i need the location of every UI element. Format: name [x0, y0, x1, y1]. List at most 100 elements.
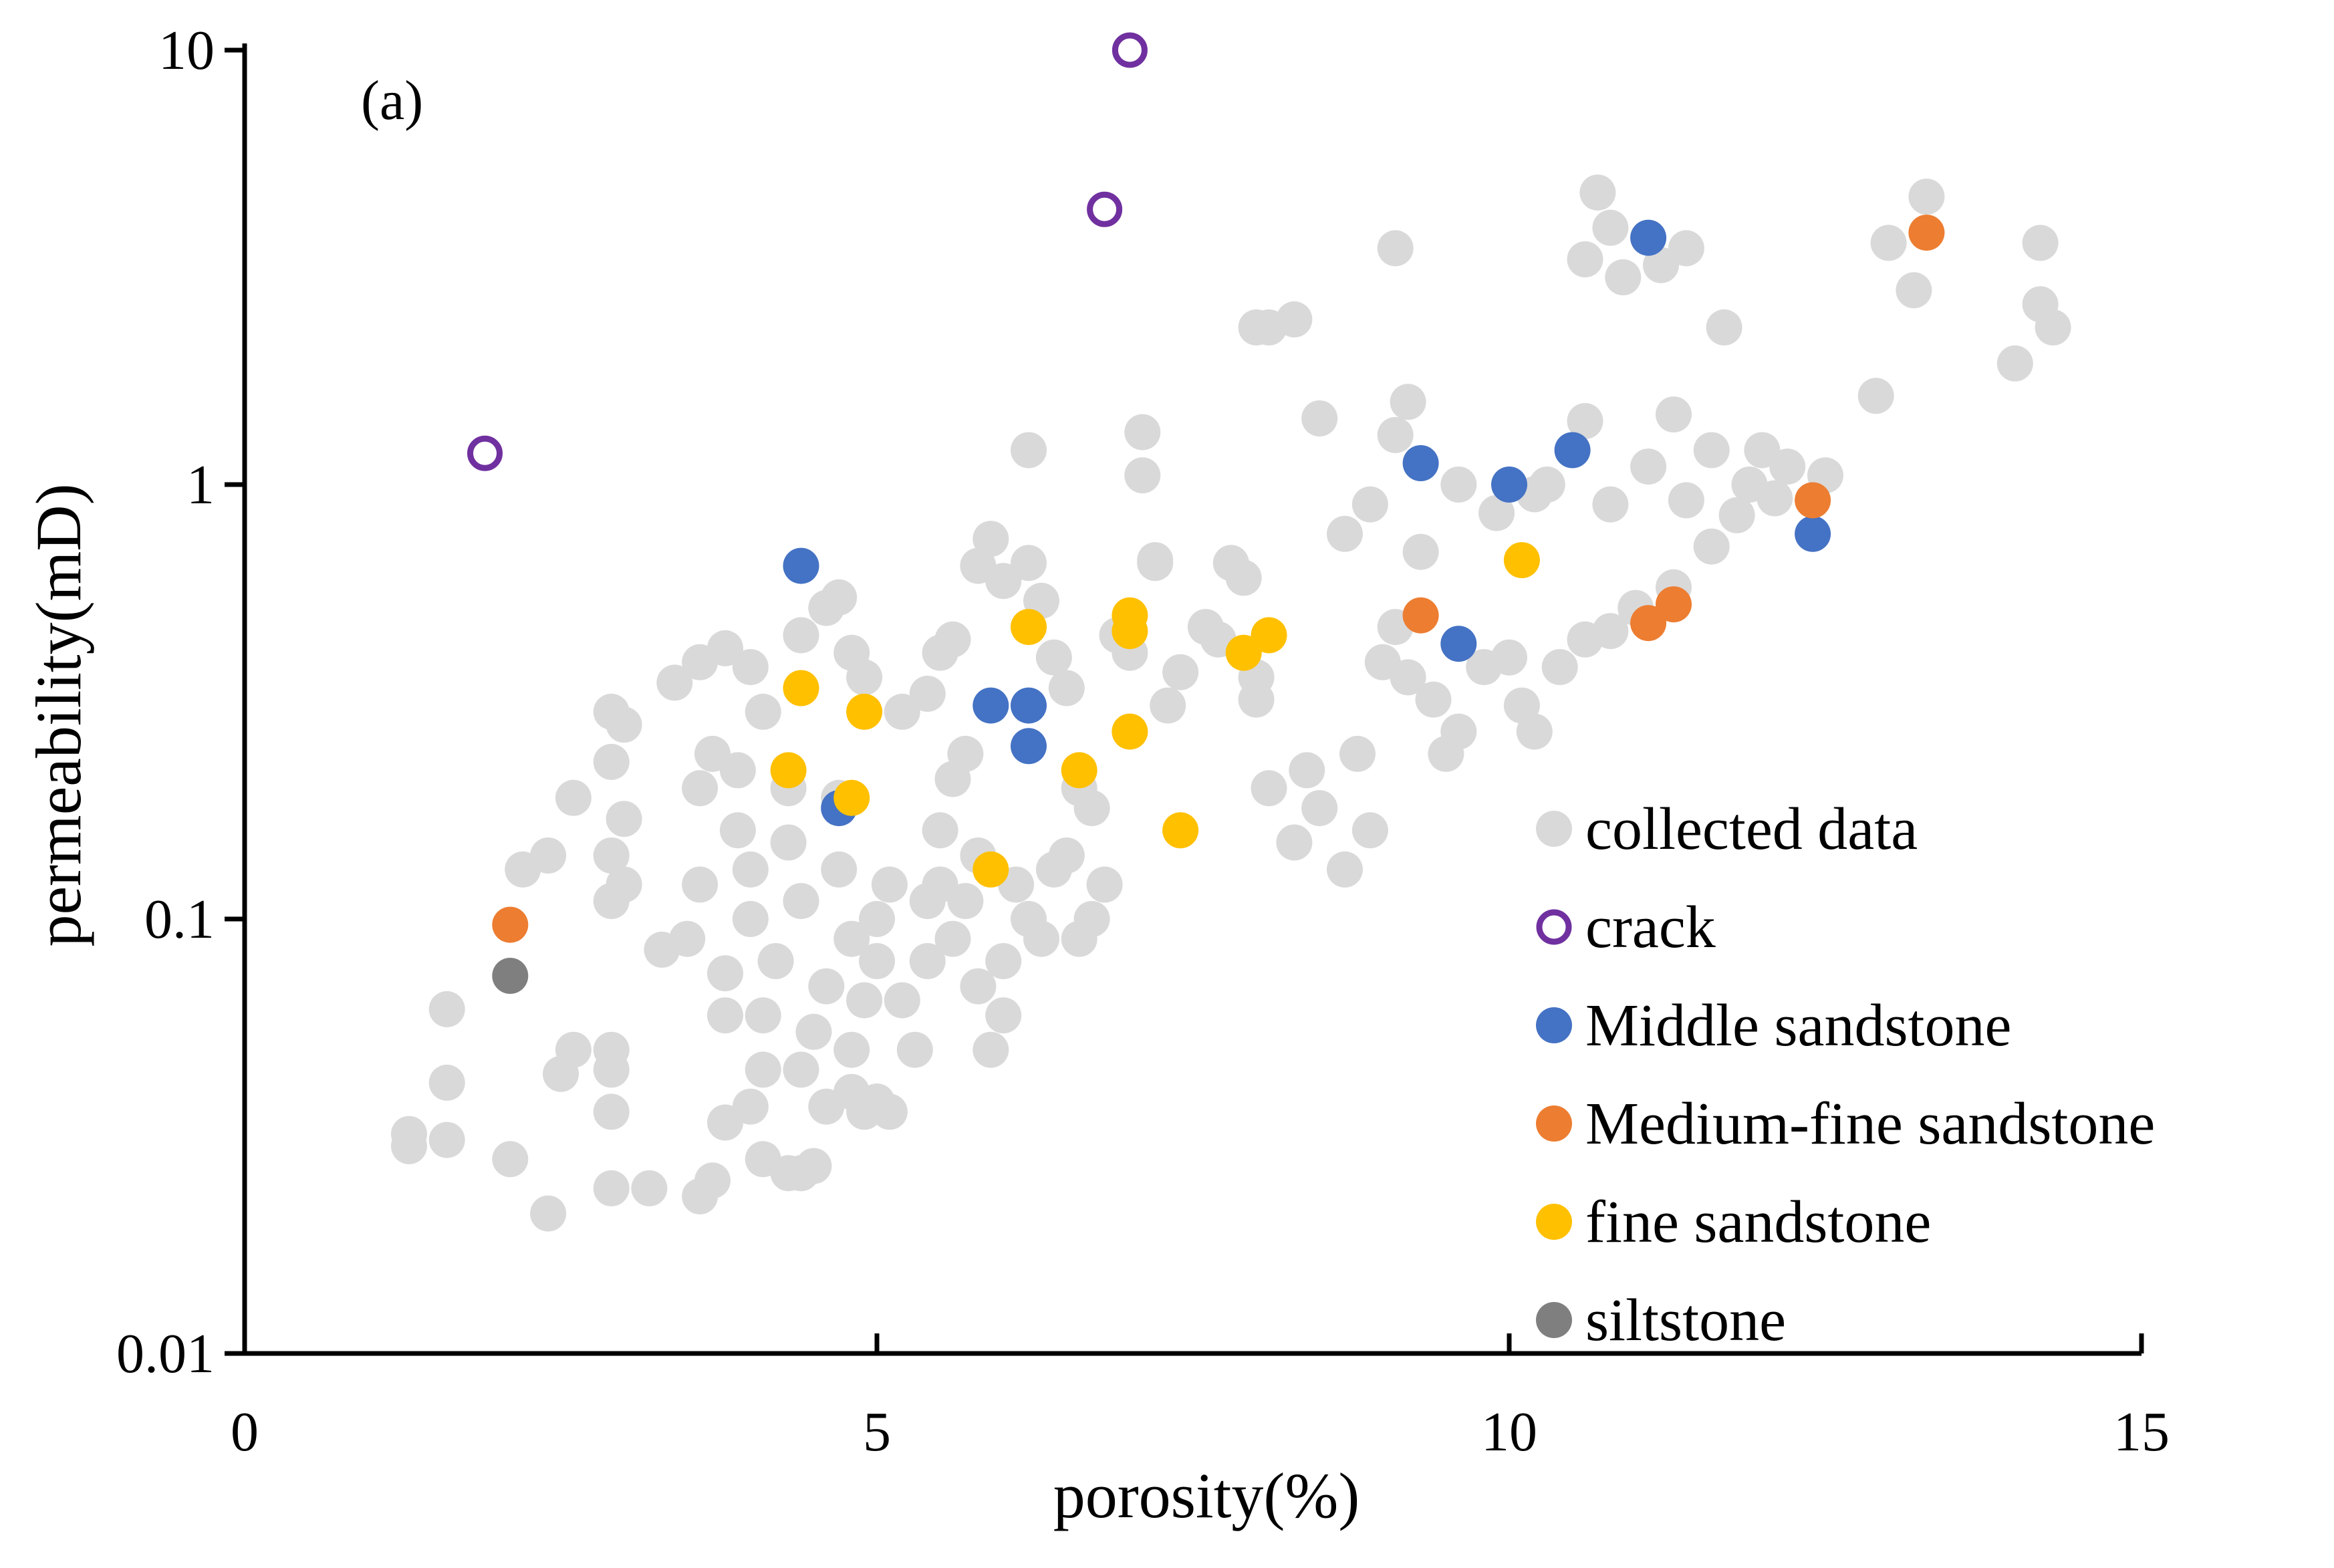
data-point	[985, 997, 1022, 1034]
data-point	[1011, 687, 1047, 724]
data-point	[972, 1031, 1009, 1068]
data-point	[757, 943, 794, 979]
data-point	[896, 1031, 933, 1068]
data-point	[1908, 215, 1945, 251]
legend-marker	[1536, 811, 1572, 847]
data-point	[1415, 681, 1452, 718]
data-point	[707, 630, 743, 666]
data-point	[934, 920, 971, 957]
data-point	[1567, 241, 1603, 277]
data-point	[467, 435, 503, 471]
data-point	[1061, 752, 1097, 789]
data-point	[428, 1122, 465, 1158]
data-point	[846, 659, 883, 696]
data-point	[1048, 670, 1085, 706]
data-point	[947, 883, 984, 920]
data-point	[1668, 230, 1704, 267]
data-point	[1035, 639, 1072, 676]
data-point	[947, 735, 984, 772]
series-0	[391, 174, 2071, 1232]
data-point	[1857, 378, 1894, 414]
data-point	[1656, 396, 1692, 433]
axis-labels: porosity(%) permeability(mD)	[23, 483, 1359, 1531]
data-point	[1162, 654, 1199, 690]
data-point	[821, 851, 858, 888]
data-point	[859, 901, 895, 937]
legend-label: siltstone	[1585, 1287, 1786, 1353]
data-point	[1440, 626, 1477, 662]
data-point	[1592, 486, 1629, 523]
legend-item: fine sandstone	[1536, 1189, 1931, 1255]
series-3	[492, 215, 1945, 943]
data-point	[1402, 533, 1439, 570]
legend-label: crack	[1585, 894, 1716, 960]
data-point	[1301, 400, 1338, 436]
data-point	[1693, 528, 1730, 565]
data-point	[909, 676, 946, 712]
data-point	[1087, 191, 1123, 227]
data-point	[1630, 605, 1667, 642]
data-point	[631, 1170, 668, 1206]
data-point	[1503, 542, 1540, 579]
data-point	[1086, 866, 1123, 903]
series-5	[492, 958, 529, 994]
data-point	[745, 693, 781, 730]
data-point	[1011, 432, 1047, 469]
data-point	[922, 812, 958, 849]
data-point	[492, 1141, 529, 1178]
data-point	[972, 851, 1009, 888]
data-point	[1643, 247, 1679, 283]
data-point	[783, 617, 819, 654]
x-axis-title: porosity(%)	[1053, 1460, 1360, 1531]
series-1	[467, 32, 1148, 471]
data-point	[783, 1051, 819, 1088]
data-point	[821, 579, 858, 616]
data-point	[783, 670, 819, 706]
data-point	[1718, 497, 1755, 533]
data-point	[1251, 770, 1287, 807]
data-point	[846, 693, 883, 730]
data-point	[972, 521, 1009, 557]
data-point	[682, 770, 719, 807]
data-point	[606, 706, 642, 743]
data-point	[1440, 713, 1477, 750]
legend-marker	[1536, 1007, 1572, 1043]
data-point	[1554, 432, 1591, 469]
data-point	[1276, 301, 1313, 338]
data-point	[1137, 542, 1174, 579]
data-point	[656, 664, 693, 701]
data-point	[1656, 586, 1692, 623]
data-point	[1605, 259, 1642, 295]
axes: 0 5 10 15 0.01 0.1 1 10	[116, 19, 2170, 1463]
data-point	[555, 1031, 592, 1068]
legend-item: siltstone	[1536, 1287, 1786, 1353]
data-point	[694, 1162, 731, 1199]
data-point	[1529, 467, 1565, 503]
data-point	[1478, 495, 1515, 531]
data-point	[1769, 448, 1806, 485]
data-point	[1630, 219, 1667, 256]
data-point	[732, 1088, 769, 1125]
data-point	[1162, 812, 1199, 849]
data-point	[795, 1148, 832, 1184]
data-point	[1124, 457, 1161, 494]
data-point	[960, 968, 997, 1005]
data-point	[669, 920, 706, 957]
data-point	[1124, 414, 1161, 450]
data-point	[391, 1116, 427, 1152]
data-point	[1251, 617, 1287, 654]
y-axis-title: permeability(mD)	[23, 483, 94, 946]
legend-label: Medium-fine sandstone	[1585, 1091, 2155, 1157]
data-point	[833, 1031, 870, 1068]
data-point	[1225, 559, 1262, 596]
x-tick-label: 10	[1481, 1401, 1537, 1463]
legend-marker	[1536, 1105, 1572, 1142]
data-point	[1327, 515, 1363, 552]
data-point	[1795, 515, 1831, 552]
data-points	[391, 32, 2071, 1232]
data-point	[1011, 609, 1047, 646]
data-point	[1996, 345, 2033, 382]
data-point	[1908, 178, 1945, 215]
data-point	[593, 1031, 630, 1068]
